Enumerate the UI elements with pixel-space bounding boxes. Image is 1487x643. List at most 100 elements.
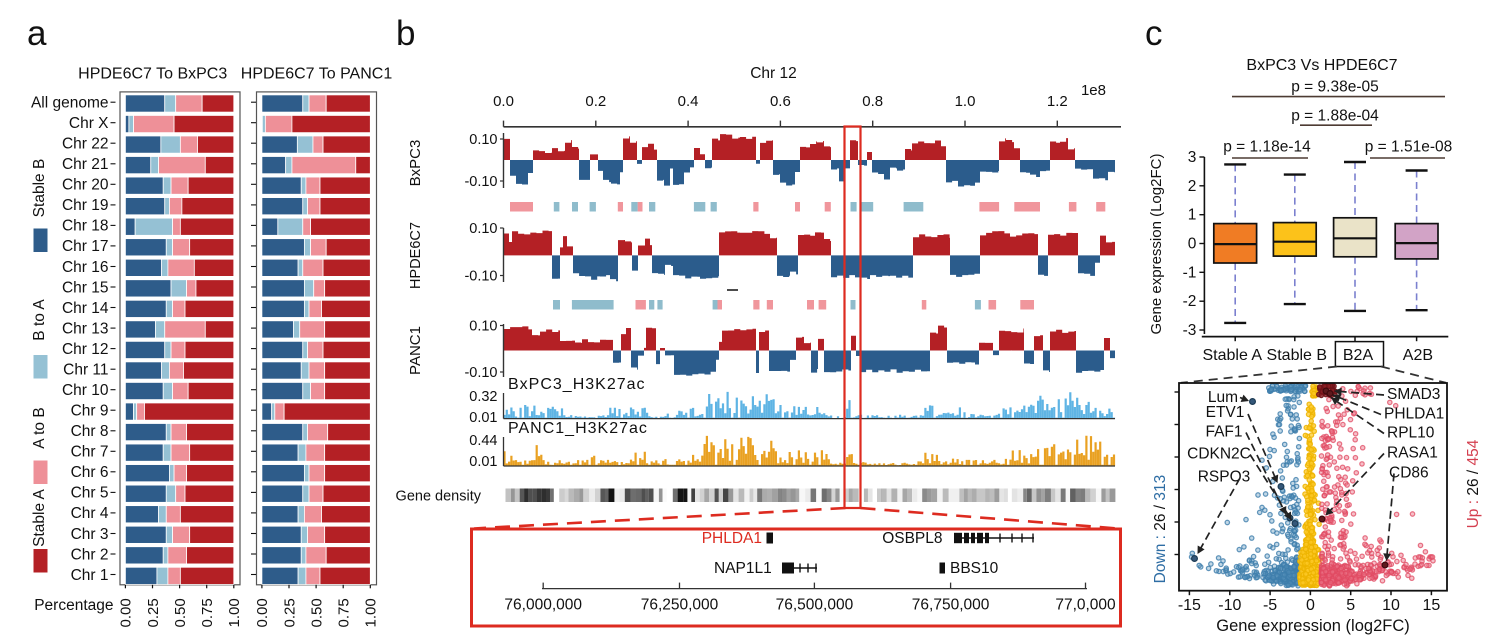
svg-text:Chr 15: Chr 15: [62, 279, 109, 296]
svg-text:HPDE6C7: HPDE6C7: [408, 222, 424, 289]
svg-text:0.10: 0.10: [469, 132, 497, 148]
svg-text:ETV1: ETV1: [1206, 404, 1245, 421]
svg-text:0.25: 0.25: [145, 598, 162, 627]
svg-text:BxPC3: BxPC3: [407, 140, 424, 187]
svg-text:0.8: 0.8: [862, 93, 883, 110]
svg-text:p = 1.18e-14: p = 1.18e-14: [1223, 139, 1311, 156]
svg-text:1e8: 1e8: [1081, 82, 1106, 99]
svg-text:NAP1L1: NAP1L1: [714, 560, 772, 577]
svg-text:HPDE6C7 To PANC1: HPDE6C7 To PANC1: [241, 66, 393, 83]
svg-text:Gene density: Gene density: [396, 489, 482, 505]
svg-text:Chr 17: Chr 17: [62, 238, 109, 255]
svg-text:5: 5: [1346, 597, 1355, 614]
svg-text:0.01: 0.01: [469, 454, 497, 470]
svg-text:0.75: 0.75: [199, 598, 216, 627]
svg-text:Chr 10: Chr 10: [62, 382, 109, 399]
svg-text:-3: -3: [1183, 322, 1197, 339]
svg-text:76,250,000: 76,250,000: [641, 597, 719, 614]
svg-text:PHLDA1: PHLDA1: [1384, 406, 1444, 423]
svg-text:2: 2: [1188, 178, 1197, 195]
svg-text:Stable B: Stable B: [1267, 347, 1327, 364]
svg-text:1.00: 1.00: [226, 598, 243, 627]
svg-text:Chr 12: Chr 12: [750, 65, 797, 82]
svg-text:A to B: A to B: [31, 407, 48, 448]
svg-text:1.00: 1.00: [363, 598, 380, 627]
svg-text:77,0,000: 77,0,000: [1055, 597, 1116, 614]
svg-text:0: 0: [1306, 597, 1315, 614]
svg-text:HPDE6C7 To BxPC3: HPDE6C7 To BxPC3: [78, 66, 227, 83]
svg-text:Chr 8: Chr 8: [71, 423, 109, 440]
svg-text:p = 1.51e-08: p = 1.51e-08: [1365, 139, 1452, 156]
svg-text:0.32: 0.32: [469, 389, 497, 405]
svg-text:0.50: 0.50: [172, 598, 189, 627]
svg-text:1: 1: [1188, 207, 1197, 224]
svg-text:0.10: 0.10: [469, 319, 497, 335]
svg-text:p = 9.38e-05: p = 9.38e-05: [1291, 79, 1378, 96]
svg-text:FAF1: FAF1: [1205, 424, 1242, 441]
svg-text:Stable B: Stable B: [31, 159, 48, 218]
svg-text:Chr 21: Chr 21: [62, 156, 109, 173]
svg-text:0.10: 0.10: [469, 221, 497, 237]
svg-text:Stable A: Stable A: [31, 488, 48, 546]
svg-text:-0.10: -0.10: [464, 174, 497, 190]
svg-text:0.00: 0.00: [254, 598, 271, 627]
svg-text:0.6: 0.6: [770, 93, 791, 110]
svg-text:15: 15: [1423, 597, 1441, 614]
svg-text:0.25: 0.25: [281, 598, 298, 627]
svg-text:1.0: 1.0: [955, 93, 976, 110]
svg-text:0.50: 0.50: [308, 598, 325, 627]
svg-text:Chr 19: Chr 19: [62, 197, 109, 214]
svg-text:B to A: B to A: [31, 299, 48, 341]
svg-text:76,500,000: 76,500,000: [776, 597, 854, 614]
svg-text:p = 1.88e-04: p = 1.88e-04: [1291, 108, 1379, 125]
svg-text:Chr X: Chr X: [69, 115, 109, 132]
svg-text:A2B: A2B: [1403, 347, 1433, 364]
svg-text:0.44: 0.44: [469, 433, 497, 449]
svg-text:0.75: 0.75: [336, 598, 353, 627]
svg-text:Chr 2: Chr 2: [71, 546, 109, 563]
svg-text:RASA1: RASA1: [1387, 445, 1438, 462]
svg-text:-10: -10: [1218, 597, 1241, 614]
svg-text:Chr 13: Chr 13: [62, 320, 109, 337]
svg-text:-1: -1: [1183, 264, 1197, 281]
svg-text:Up : 26 / 454: Up : 26 / 454: [1465, 439, 1482, 528]
svg-text:PHLDA1: PHLDA1: [702, 530, 762, 547]
svg-text:All genome: All genome: [31, 95, 109, 112]
svg-text:0.4: 0.4: [678, 93, 699, 110]
svg-text:OSBPL8: OSBPL8: [882, 530, 942, 547]
svg-text:Chr 20: Chr 20: [62, 177, 109, 194]
svg-text:Chr 18: Chr 18: [62, 218, 109, 235]
svg-text:Chr 5: Chr 5: [71, 485, 109, 502]
svg-text:0.0: 0.0: [493, 93, 514, 110]
svg-text:Gene expression (Log2FC): Gene expression (Log2FC): [1148, 154, 1165, 335]
svg-text:Chr 12: Chr 12: [62, 341, 109, 358]
svg-text:Chr 1: Chr 1: [71, 567, 109, 584]
svg-text:B2A: B2A: [1343, 347, 1374, 364]
svg-text:CD86: CD86: [1389, 465, 1429, 482]
svg-text:76,000,000: 76,000,000: [504, 597, 582, 614]
svg-text:0.2: 0.2: [585, 93, 606, 110]
svg-text:Chr 22: Chr 22: [62, 136, 109, 153]
svg-text:0: 0: [1188, 236, 1197, 253]
svg-text:RPL10: RPL10: [1387, 425, 1435, 442]
svg-text:SMAD3: SMAD3: [1387, 386, 1440, 403]
svg-text:3: 3: [1188, 149, 1197, 166]
svg-text:a: a: [27, 14, 47, 53]
svg-text:BxPC3 Vs HPDE6C7: BxPC3 Vs HPDE6C7: [1246, 57, 1397, 74]
svg-text:Chr 11: Chr 11: [63, 362, 108, 379]
svg-text:76,750,000: 76,750,000: [912, 597, 990, 614]
svg-text:c: c: [1145, 14, 1163, 53]
svg-text:Stable A: Stable A: [1202, 347, 1262, 364]
svg-text:Chr 3: Chr 3: [71, 526, 109, 543]
svg-text:b: b: [396, 14, 415, 53]
svg-text:0.00: 0.00: [118, 598, 135, 627]
svg-text:BBS10: BBS10: [950, 560, 999, 577]
svg-text:Chr 14: Chr 14: [62, 300, 109, 317]
svg-text:-2: -2: [1183, 293, 1197, 310]
svg-text:Down : 26 / 313: Down : 26 / 313: [1152, 475, 1169, 584]
svg-text:-0.10: -0.10: [464, 269, 497, 285]
svg-text:-5: -5: [1263, 597, 1277, 614]
svg-text:Chr 7: Chr 7: [71, 444, 109, 461]
svg-text:PANC1_H3K27ac: PANC1_H3K27ac: [508, 420, 648, 437]
svg-text:BxPC3_H3K27ac: BxPC3_H3K27ac: [508, 376, 646, 393]
